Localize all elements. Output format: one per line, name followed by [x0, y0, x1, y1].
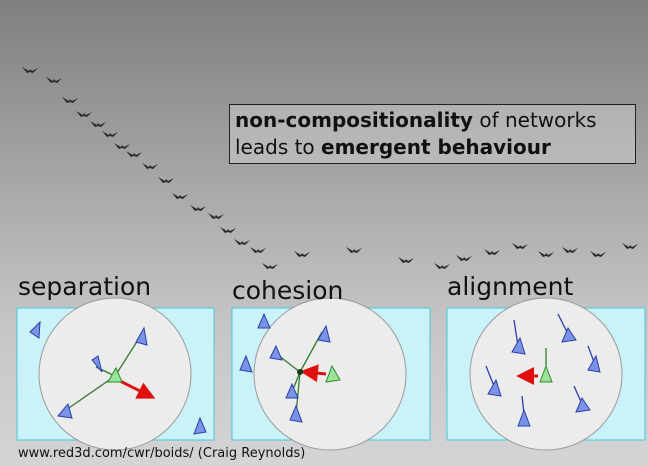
bird [172, 193, 188, 199]
bird [76, 111, 92, 117]
alignment-diagram [447, 298, 645, 450]
bird [158, 177, 174, 183]
bird [262, 263, 278, 269]
bird [22, 67, 38, 73]
bird [234, 239, 250, 245]
bird [46, 77, 62, 83]
bird [220, 227, 236, 233]
bird [208, 213, 224, 219]
bird [512, 243, 528, 249]
bird [90, 121, 106, 127]
bird [114, 143, 130, 149]
cohesion-diagram [232, 298, 430, 450]
panel-label: cohesion [232, 276, 343, 305]
bird [562, 247, 578, 253]
separation-diagram [17, 298, 214, 450]
flock [22, 67, 638, 269]
text: leads to [235, 135, 321, 159]
slide: non-compositionality of networks leads t… [0, 0, 648, 466]
text: of networks [473, 108, 597, 132]
bird [250, 247, 266, 253]
bird [434, 263, 450, 269]
credit: www.red3d.com/cwr/boids/ (Craig Reynolds… [18, 446, 305, 461]
arrow [306, 372, 326, 374]
bird [622, 243, 638, 249]
bird [190, 205, 206, 211]
illustration [0, 0, 648, 466]
bird [484, 249, 500, 255]
bird [538, 251, 554, 257]
bird [590, 251, 606, 257]
bird [126, 151, 142, 157]
panel-label: separation [18, 272, 151, 301]
emphasis: emergent behaviour [321, 135, 551, 159]
headline-line: leads to emergent behaviour [235, 134, 635, 161]
bird [102, 131, 118, 137]
bird [456, 255, 472, 261]
headline-line: non-compositionality of networks [235, 107, 635, 134]
emphasis: non-compositionality [235, 108, 473, 132]
bird [346, 247, 362, 253]
bird [294, 251, 310, 257]
panel-label: alignment [447, 272, 573, 301]
bird [142, 163, 158, 169]
bird [398, 257, 414, 263]
center [297, 369, 303, 375]
bird [62, 97, 78, 103]
headline: non-compositionality of networks leads t… [229, 104, 636, 164]
